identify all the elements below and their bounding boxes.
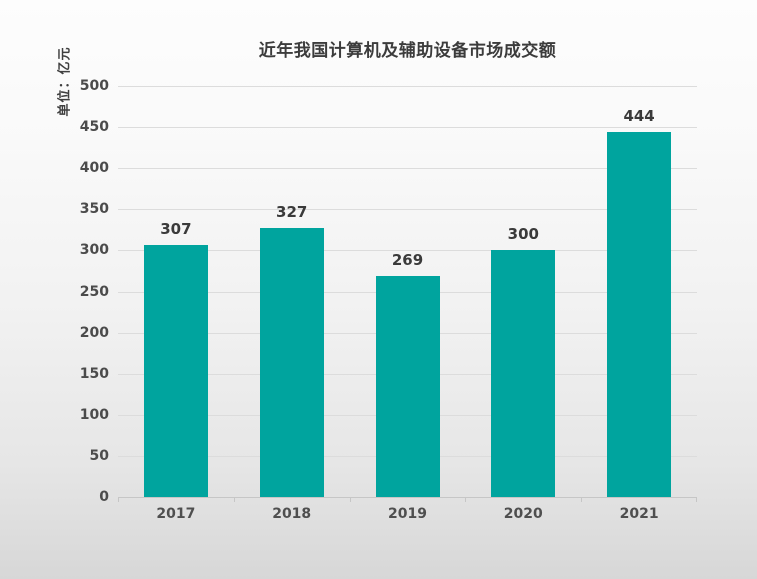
x-axis-line bbox=[118, 497, 697, 498]
y-tick-label: 250 bbox=[79, 283, 109, 300]
x-axis-tick bbox=[465, 497, 467, 502]
y-tick-label: 500 bbox=[79, 78, 109, 94]
plot-area: 500 450 400 350 300 250 200 150 100 50 0 307 2017 327… bbox=[80, 78, 697, 522]
x-tick-label: 2019 bbox=[388, 506, 427, 522]
x-tick-label: 2017 bbox=[156, 506, 196, 522]
bar-value-label: 269 bbox=[391, 250, 424, 269]
gridline bbox=[118, 127, 697, 129]
y-tick-label: 50 bbox=[89, 447, 109, 464]
bar-value-label: 300 bbox=[507, 225, 539, 244]
gridline bbox=[118, 168, 697, 170]
y-tick-label: 350 bbox=[79, 201, 109, 218]
x-tick-label: 2021 bbox=[619, 506, 659, 522]
bar-2018 bbox=[259, 228, 324, 497]
x-axis-tick bbox=[118, 497, 119, 502]
chart-title: 近年我国计算机及辅助设备市场成交额 bbox=[258, 41, 557, 61]
x-axis-tick bbox=[233, 497, 235, 502]
x-axis-tick bbox=[349, 497, 351, 502]
x-axis-tick bbox=[581, 497, 583, 502]
x-axis-tick bbox=[696, 497, 697, 502]
gridline bbox=[118, 86, 697, 87]
x-tick-label: 2020 bbox=[503, 506, 543, 522]
y-tick-label: 0 bbox=[99, 489, 109, 505]
bar-value-label: 444 bbox=[623, 107, 655, 126]
x-tick-label: 2018 bbox=[272, 506, 312, 522]
bar-value-label: 327 bbox=[276, 203, 308, 222]
bar-2021 bbox=[607, 132, 672, 497]
y-tick-label: 450 bbox=[79, 119, 109, 136]
bar-value-label: 307 bbox=[160, 219, 192, 238]
gridline bbox=[118, 209, 697, 211]
y-tick-label: 300 bbox=[79, 242, 109, 259]
y-tick-label: 200 bbox=[79, 324, 109, 341]
y-tick-label: 150 bbox=[79, 365, 109, 382]
y-tick-label: 400 bbox=[79, 160, 109, 177]
y-tick-label: 100 bbox=[79, 406, 109, 423]
bar-2017 bbox=[143, 244, 208, 497]
bar-2019 bbox=[375, 275, 440, 497]
gridline bbox=[118, 250, 697, 252]
bar-2020 bbox=[491, 250, 556, 497]
